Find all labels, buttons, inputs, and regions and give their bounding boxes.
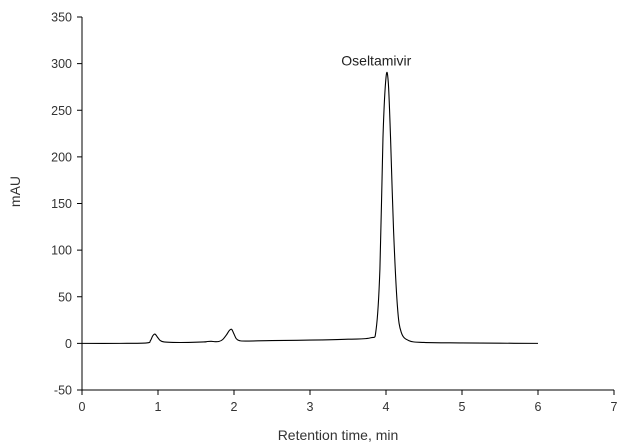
- y-tick-label: 50: [58, 290, 72, 304]
- x-tick-label: 6: [535, 400, 542, 414]
- x-tick-label: 0: [79, 400, 86, 414]
- y-tick-label: 350: [51, 11, 72, 25]
- y-tick-label: 150: [51, 197, 72, 211]
- x-tick-label: 5: [459, 400, 466, 414]
- peak-annotation: Oseltamivir: [341, 52, 411, 68]
- plot-area: Oseltamivir: [81, 52, 539, 344]
- y-tick-label: 200: [51, 150, 72, 164]
- y-ticks: -50 0 50 100 150 200 250 300 350: [51, 11, 82, 398]
- y-tick-label: 300: [51, 57, 72, 71]
- y-tick-label: 250: [51, 104, 72, 118]
- x-ticks: 0 1 2 3 4 5 6 7: [79, 390, 618, 414]
- y-tick-label: 100: [51, 244, 72, 258]
- y-axis-title: mAU: [7, 176, 23, 207]
- x-tick-label: 7: [611, 400, 618, 414]
- chromatogram-line: [81, 71, 539, 344]
- x-tick-label: 4: [383, 400, 390, 414]
- x-axis-title: Retention time, min: [278, 427, 399, 443]
- x-tick-label: 1: [155, 400, 162, 414]
- y-tick-label: 0: [65, 337, 72, 351]
- axes: [81, 17, 614, 391]
- y-tick-label: -50: [54, 384, 72, 398]
- x-tick-label: 3: [307, 400, 314, 414]
- x-tick-label: 2: [231, 400, 238, 414]
